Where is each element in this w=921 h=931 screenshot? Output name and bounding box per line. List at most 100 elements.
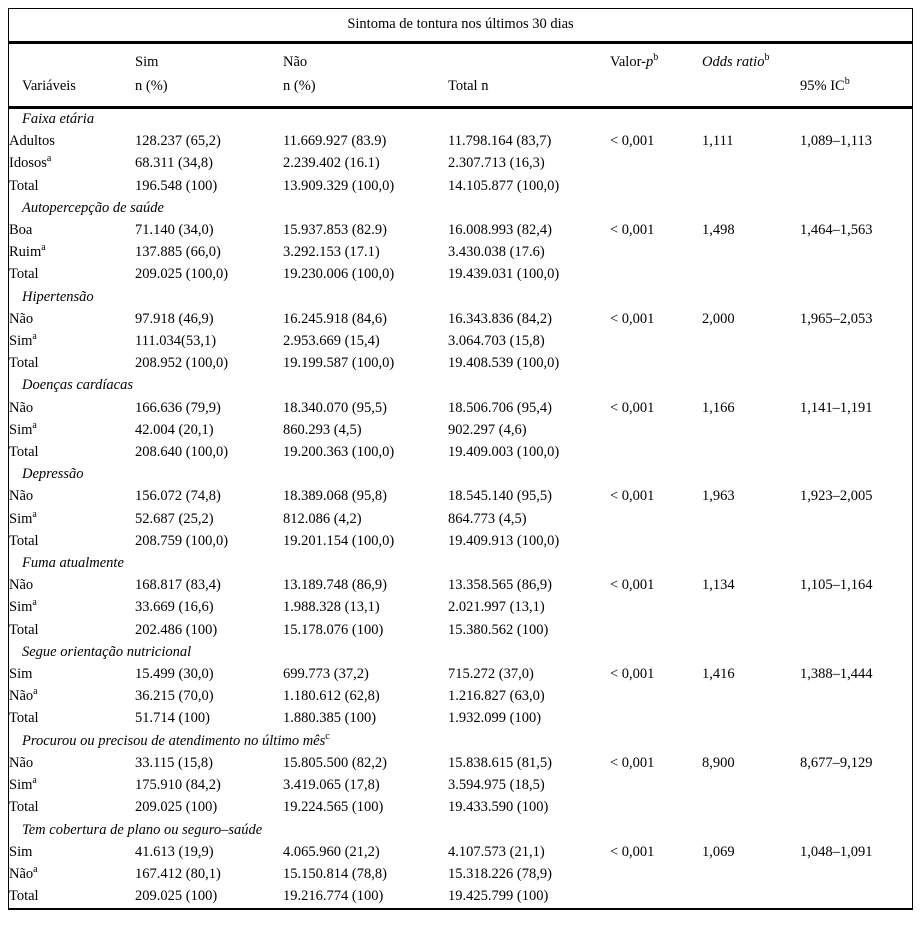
cell-ic	[800, 708, 912, 730]
table-title: Sintoma de tontura nos últimos 30 dias	[9, 9, 913, 44]
cell-nao-n: 15.937.853 (82.9)	[283, 222, 387, 239]
cell-sim-n: 68.311 (34,8)	[135, 155, 213, 172]
cell-ic: 1,141–1,191	[800, 399, 873, 416]
row-label: Total	[9, 621, 39, 638]
section-title: Faixa etária	[22, 111, 95, 127]
header-empty	[800, 43, 912, 75]
row-label: Total	[9, 799, 39, 816]
section-title: Fuma atualmente	[22, 555, 124, 572]
footnote-mark-c: c	[325, 730, 330, 742]
cell-total-n: 19.425.799 (100)	[448, 888, 549, 905]
cell-ic	[800, 620, 912, 642]
cell-nao-n: 15.150.814 (78,8)	[283, 865, 387, 882]
section-header-row: Hipertensão	[9, 287, 912, 309]
section-title: Doenças cardíacas	[22, 377, 134, 394]
section-header-row: Depressão	[9, 464, 912, 486]
row-label: Não	[9, 399, 34, 416]
cell-total-n: 902.297 (4,6)	[448, 421, 527, 438]
section-title: Hipertensão	[22, 288, 94, 305]
cell-sim-n: 208.952 (100,0)	[135, 355, 229, 372]
cell-valor-p	[610, 686, 702, 708]
valor-p-prefix: Valor-	[610, 54, 646, 70]
header-empty	[702, 74, 800, 109]
cell-sim-n: 168.817 (83,4)	[135, 577, 221, 594]
cell-odds-ratio: 1,134	[702, 577, 735, 594]
cell-total-n: 1.932.099 (100)	[448, 710, 542, 727]
data-row: Sima 42.004 (20,1) 860.293 (4,5) 902.297 (4…	[9, 420, 912, 442]
cell-odds-ratio	[702, 797, 800, 819]
cell-ic	[800, 331, 912, 353]
data-row: Não 97.918 (46,9) 16.245.918 (84,6) 16.343.…	[9, 309, 912, 331]
cell-total-n: 13.358.565 (86,9)	[448, 577, 552, 594]
cell-total-n: 3.064.703 (15,8)	[448, 333, 545, 350]
footnote-mark-b: b	[653, 52, 659, 64]
cell-sim-n: 167.412 (80,1)	[135, 865, 221, 882]
cell-total-n: 16.008.993 (82,4)	[448, 222, 552, 239]
cell-valor-p	[610, 509, 702, 531]
cell-odds-ratio	[702, 886, 800, 908]
data-row: Total 208.640 (100,0) 19.200.363 (100,0) 19…	[9, 442, 912, 464]
data-row: Não 166.636 (79,9) 18.340.070 (95,5) 18.506…	[9, 398, 912, 420]
cell-odds-ratio	[702, 531, 800, 553]
stats-table: Sintoma de tontura nos últimos 30 dias S…	[9, 9, 913, 908]
cell-nao-n: 1.180.612 (62,8)	[283, 688, 380, 705]
cell-odds-ratio: 1,166	[702, 399, 735, 416]
row-label: Total	[9, 532, 39, 549]
header-n-pct-nao: n (%)	[283, 74, 448, 109]
cell-valor-p	[610, 420, 702, 442]
cell-nao-n: 15.805.500 (82,2)	[283, 754, 387, 771]
cell-sim-n: 137.885 (66,0)	[135, 244, 221, 261]
footnote-mark-a: a	[41, 242, 46, 254]
cell-valor-p	[610, 153, 702, 175]
cell-ic: 1,388–1,444	[800, 666, 873, 683]
cell-ic: 1,089–1,113	[800, 133, 872, 150]
cell-sim-n: 196.548 (100)	[135, 177, 218, 194]
data-row: Não 168.817 (83,4) 13.189.748 (86,9) 13.358…	[9, 575, 912, 597]
cell-odds-ratio: 2,000	[702, 310, 735, 327]
row-label: Total	[9, 177, 39, 194]
cell-sim-n: 209.025 (100)	[135, 799, 218, 816]
cell-ic: 1,464–1,563	[800, 222, 873, 239]
cell-sim-n: 209.025 (100)	[135, 888, 218, 905]
row-label: Total	[9, 266, 39, 283]
cell-nao-n: 19.199.587 (100,0)	[283, 355, 395, 372]
data-row: Adultos 128.237 (65,2) 11.669.927 (83.9) 11…	[9, 131, 912, 153]
footnote-mark-a: a	[32, 331, 37, 343]
cell-ic	[800, 442, 912, 464]
row-label: Sima	[9, 775, 37, 794]
cell-nao-n: 19.201.154 (100,0)	[283, 532, 395, 549]
cell-ic	[800, 509, 912, 531]
cell-total-n: 19.409.913 (100,0)	[448, 532, 560, 549]
data-row: Sima 111.034(53,1) 2.953.669 (15,4) 3.064.7…	[9, 331, 912, 353]
cell-nao-n: 19.224.565 (100)	[283, 799, 384, 816]
header-empty	[448, 43, 610, 75]
cell-valor-p	[610, 331, 702, 353]
section-title: Segue orientação nutricional	[22, 643, 192, 660]
cell-odds-ratio: 1,498	[702, 222, 735, 239]
cell-total-n: 864.773 (4,5)	[448, 510, 527, 527]
cell-odds-ratio: 1,963	[702, 488, 735, 505]
header-variaveis: Variáveis	[9, 74, 135, 109]
cell-valor-p: < 0,001	[610, 666, 655, 683]
cell-valor-p	[610, 864, 702, 886]
section-header-row: Doenças cardíacas	[9, 375, 912, 397]
cell-total-n: 3.430.038 (17.6)	[448, 244, 545, 261]
row-label: Nãoa	[9, 864, 38, 882]
cell-valor-p: < 0,001	[610, 399, 655, 416]
row-label: Sima	[9, 508, 37, 527]
cell-ic	[800, 797, 912, 819]
section-title: Autopercepção de saúde	[22, 199, 164, 216]
data-row: Nãoa 36.215 (70,0) 1.180.612 (62,8) 1.216.8…	[9, 686, 912, 708]
cell-ic	[800, 353, 912, 375]
cell-sim-n: 33.669 (16,6)	[135, 599, 214, 616]
cell-odds-ratio	[702, 353, 800, 375]
cell-odds-ratio	[702, 509, 800, 531]
cell-nao-n: 16.245.918 (84,6)	[283, 310, 387, 327]
cell-valor-p: < 0,001	[610, 843, 655, 860]
cell-ic: 1,923–2,005	[800, 488, 873, 505]
cell-nao-n: 699.773 (37,2)	[283, 666, 369, 683]
footnote-mark-a: a	[33, 864, 38, 876]
section-header-row: Autopercepção de saúde	[9, 198, 912, 220]
cell-ic: 1,048–1,091	[800, 843, 873, 860]
data-row: Idososa 68.311 (34,8) 2.239.402 (16.1) 2.30…	[9, 153, 912, 175]
